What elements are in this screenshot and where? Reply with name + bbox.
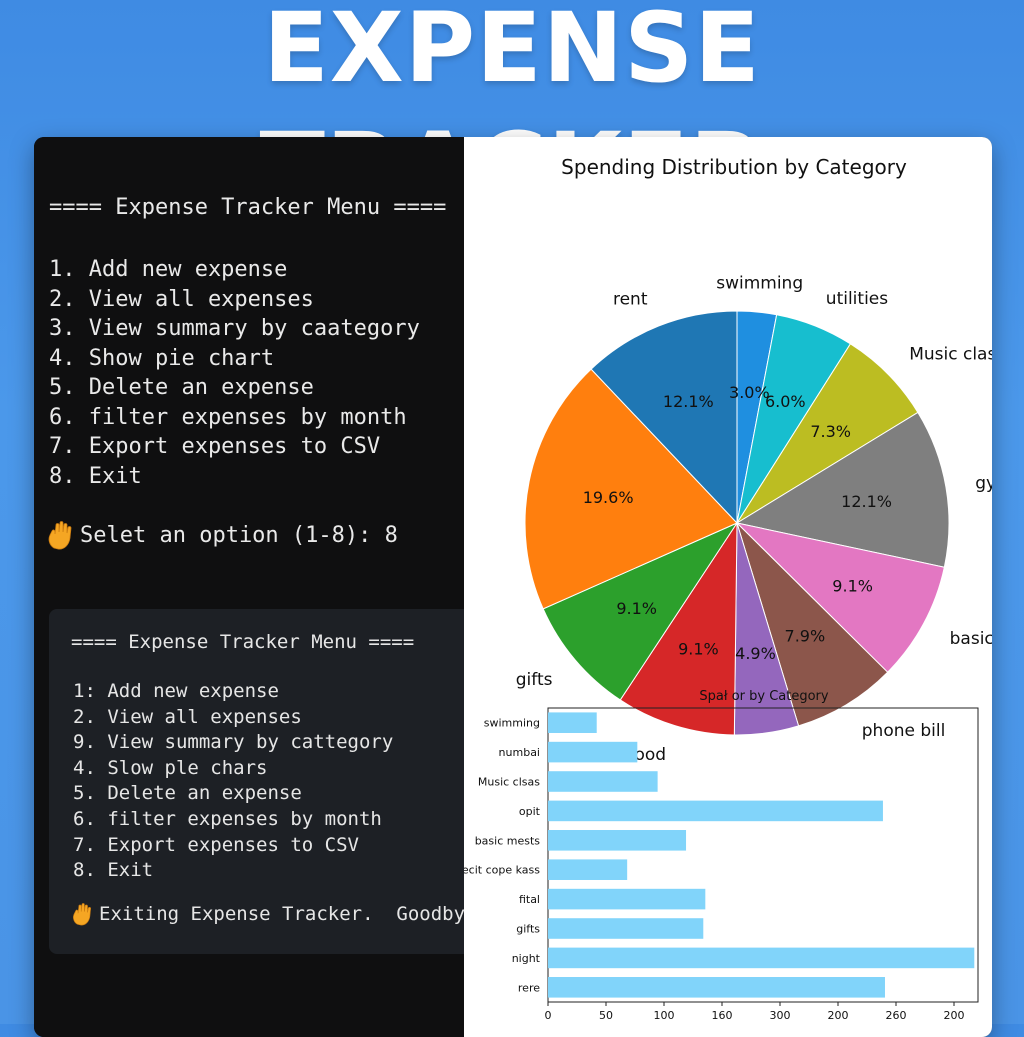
pie-value-label: 12.1%: [663, 392, 714, 411]
pie-category-label: rent: [613, 290, 648, 310]
panel-menu-item: 5. Delete an expense: [73, 782, 302, 805]
terminal-menu-header: ==== Expense Tracker Menu ====: [49, 195, 447, 220]
bar-mark: [548, 947, 975, 969]
pie-slice: [736, 522, 889, 727]
waving-hand-icon: [73, 903, 91, 926]
pie-category-label: food: [628, 745, 666, 765]
pie-slice: [735, 411, 950, 568]
terminal-input-prompt[interactable]: Selet an option (1-8): 8: [46, 520, 398, 550]
terminal-menu-item: 1. Add new expense: [49, 257, 288, 282]
bar-x-tick-label: 50: [599, 1009, 613, 1022]
bar-x-tick-label: 200: [944, 1009, 965, 1022]
terminal-menu-item: 8. Exit: [49, 463, 142, 489]
pie-value-label: 9.1%: [678, 640, 719, 659]
pie-category-label: gym: [975, 473, 992, 493]
pie-value-label: 9.1%: [616, 599, 657, 618]
terminal-menu-item: 2. View all expenses: [49, 286, 314, 312]
charts-canvas: Spending Distribution by Category 3.0% swi…: [464, 155, 992, 1022]
terminal-prompt-text: Selet an option (1-8): 8: [80, 522, 398, 548]
bar-x-tick-label: 100: [654, 1009, 675, 1022]
pie-slice: [542, 521, 739, 701]
terminal-menu-item: 3. View summary by caategory: [49, 316, 420, 341]
panel-menu-item: 6. filter expenses by month: [73, 807, 382, 830]
bar-category-label: fital: [519, 893, 540, 906]
terminal-menu-item: 6. filter expenses by month: [49, 404, 407, 430]
pie-value-label: 9.1%: [832, 576, 873, 595]
bar-mark: [548, 741, 638, 763]
panel-menu-item: 8. Exit: [73, 859, 154, 882]
bar-category-label: eecit cope kass: [464, 864, 540, 877]
bar-x-tick-label: 300: [770, 1009, 791, 1022]
pie-value-label: 19.6%: [583, 488, 634, 507]
pie-chart-title: Spending Distribution by Category: [561, 155, 907, 179]
panel-menu-item: 4. Slow ple chars: [73, 756, 268, 779]
panel-menu-item: 9. View summary by cattegory: [73, 731, 394, 754]
bar-category-label: numbai: [499, 746, 540, 759]
terminal-menu-item: 7. Export expenses to CSV: [49, 434, 381, 459]
bar-x-tick-label: 200: [828, 1009, 849, 1022]
pie-value-label: 7.3%: [810, 422, 851, 441]
bar-category-label: basic mests: [475, 834, 541, 847]
pie-slice: [590, 310, 738, 525]
panel-menu-list: 1: Add new expense 2. View all expenses …: [73, 679, 393, 884]
pie-value-label: 12.1%: [841, 492, 892, 511]
bar-mark: [548, 712, 597, 733]
panel-menu-item: 7. Export expenses to CSV: [73, 833, 359, 856]
pie-slice: [524, 368, 738, 610]
charts-pane: Spending Distribution by Category 3.0% swi…: [464, 137, 992, 1037]
pie-category-label: utilities: [826, 289, 888, 309]
waving-hand-icon: [48, 521, 72, 550]
bar-mark: [548, 830, 687, 851]
bar-mark: [548, 800, 883, 822]
bar-category-label: night: [512, 952, 541, 965]
pie-category-label: basic need: [950, 629, 992, 649]
bar-mark: [548, 859, 628, 880]
pie-value-label: 4.9%: [735, 644, 776, 663]
bar-x-tick-label: 160: [712, 1009, 733, 1022]
panel-exit-text: Exiting Expense Tracker. Goodbye: [99, 903, 477, 925]
bar-category-label: Music clsas: [478, 776, 540, 789]
bar-category-label: swimming: [484, 717, 540, 730]
panel-exit-message: Exiting Expense Tracker. Goodbye: [71, 902, 477, 926]
bar-x-tick-label: 0: [545, 1009, 552, 1022]
pie-value-label: 7.9%: [785, 627, 826, 646]
bar-chart-frame: [547, 707, 979, 1003]
pie-value-label: 3.0%: [729, 383, 770, 402]
terminal-menu-list: 1. Add new expense 2. View all expenses …: [49, 255, 420, 491]
terminal-pane[interactable]: ==== Expense Tracker Menu ==== 1. Add ne…: [34, 137, 479, 1037]
bar-category-label: opit: [519, 805, 541, 818]
bar-mark: [548, 977, 885, 998]
terminal-menu-item: 4. Show pie chart: [49, 345, 275, 371]
pie-category-label: swimming: [716, 273, 803, 293]
bar-mark: [548, 888, 706, 910]
bar-mark: [548, 918, 704, 939]
pie-slice: [619, 521, 738, 736]
pie-value-label: 6.0%: [765, 392, 806, 411]
pie-category-label: Music class: [909, 344, 992, 364]
app-window: ==== Expense Tracker Menu ==== 1. Add ne…: [34, 137, 992, 1037]
bar-category-label: rere: [518, 981, 540, 994]
pie-slice: [735, 522, 945, 673]
terminal-menu-item: 5. Delete an expense: [49, 375, 314, 400]
bar-chart-title: Spał or by Category: [699, 689, 828, 704]
panel-menu-item: 2. View all expenses: [73, 705, 302, 728]
bar-mark: [548, 771, 658, 792]
panel-menu-header: ==== Expense Tracker Menu ====: [71, 631, 415, 653]
panel-menu-item: 1: Add new expense: [73, 680, 279, 702]
pie-category-label: phone bill: [862, 721, 946, 741]
terminal-overlay-panel: ==== Expense Tracker Menu ==== 1: Add ne…: [49, 609, 479, 954]
bar-x-tick-label: 260: [886, 1009, 907, 1022]
pie-category-label: gifts: [516, 670, 553, 690]
bar-category-label: gifts: [516, 923, 540, 936]
